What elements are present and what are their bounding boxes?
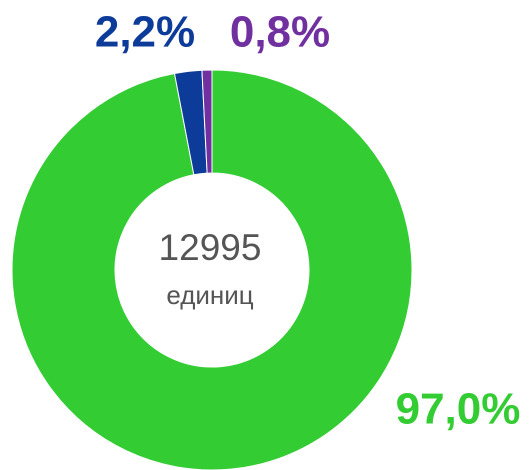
donut-slice: [201, 69, 213, 174]
center-unit: единиц: [166, 280, 253, 310]
center-value: 12995: [159, 227, 262, 268]
donut-slice: [11, 69, 413, 470]
slice-label: 97,0%: [396, 385, 521, 434]
slice-label: 2,2%: [95, 8, 195, 57]
slice-label: 0,8%: [230, 8, 330, 57]
